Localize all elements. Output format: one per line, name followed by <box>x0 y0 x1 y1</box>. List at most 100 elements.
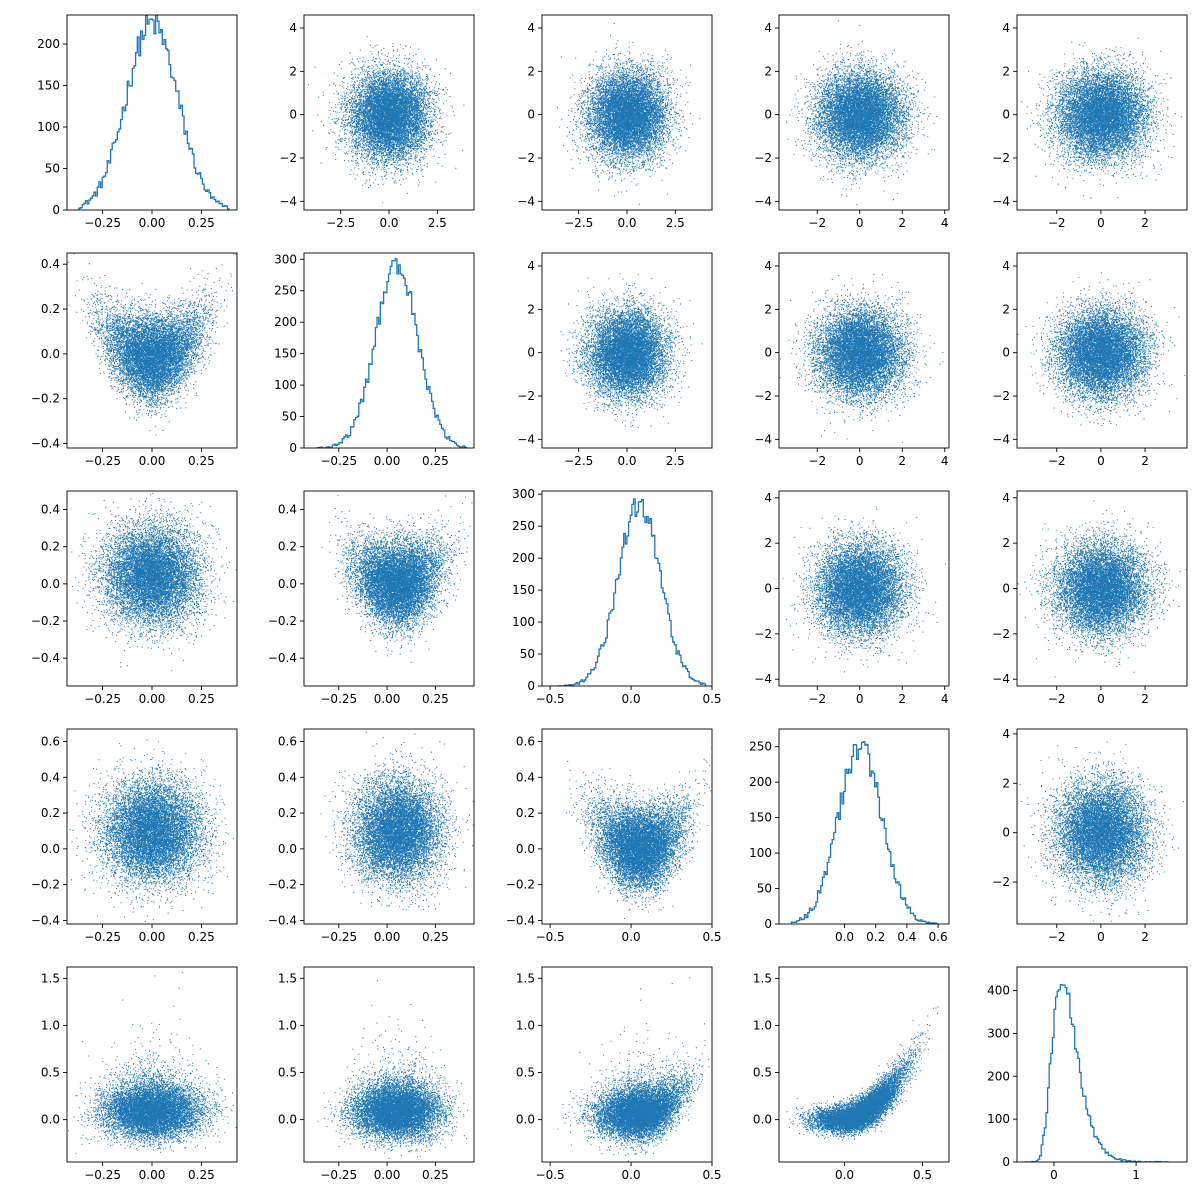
subplot-r1-c1: −0.25 0.00 0.25 0 50 100 150 200 250 300 <box>274 252 475 468</box>
y-tick-label: 2 <box>764 64 772 78</box>
y-tick-label: 0.5 <box>753 1066 772 1080</box>
y-tick-label: 300 <box>274 252 297 266</box>
y-tick-label: 300 <box>987 1026 1010 1040</box>
y-tick-label: 1.5 <box>516 971 535 985</box>
subplot-r1-c4: −2 0 2 −4 −2 0 2 4 <box>992 252 1188 468</box>
y-tick-label: 4 <box>764 21 772 35</box>
subplot-r4-c0: −0.25 0.00 0.25 0.0 0.5 1.0 1.5 <box>41 966 238 1182</box>
x-tick-label: 1 <box>1132 1168 1140 1182</box>
y-tick-label: 0.0 <box>41 347 60 361</box>
y-tick-label: 0.5 <box>41 1066 60 1080</box>
y-tick-label: −2 <box>992 151 1010 165</box>
x-tick-label: −0.5 <box>536 692 565 706</box>
y-tick-label: 2 <box>1002 536 1010 550</box>
x-tick-label: 2.5 <box>666 216 685 230</box>
y-tick-label: 50 <box>757 882 772 896</box>
y-tick-label: 0 <box>1002 1155 1010 1169</box>
y-tick-label: −4 <box>279 194 297 208</box>
y-tick-label: 150 <box>274 347 297 361</box>
x-tick-label: 0.4 <box>897 930 916 944</box>
y-tick-label: −4 <box>517 432 535 446</box>
y-tick-label: 0 <box>527 346 535 360</box>
x-tick-label: 0.00 <box>374 1168 401 1182</box>
y-tick-label: 4 <box>1002 259 1010 273</box>
y-tick-label: 300 <box>512 487 535 501</box>
histogram-step <box>557 498 707 686</box>
x-tick-label: −0.25 <box>320 454 357 468</box>
x-tick-label: −0.5 <box>536 1168 565 1182</box>
y-tick-label: 150 <box>749 811 772 825</box>
x-tick-label: −2 <box>1048 454 1066 468</box>
y-tick-label: 0.6 <box>41 735 60 749</box>
subplot-r2-c1: −0.25 0.00 0.25 −0.4 −0.2 0.0 0.2 0.4 <box>268 490 475 706</box>
x-tick-label: −0.25 <box>84 930 121 944</box>
plot-area <box>560 273 703 428</box>
x-tick-label: −0.25 <box>84 216 121 230</box>
x-tick-label: 0.0 <box>835 1168 854 1182</box>
y-tick-label: −0.2 <box>506 878 535 892</box>
y-tick-label: 50 <box>520 647 535 661</box>
scatter-points <box>67 739 235 922</box>
x-tick-label: −0.25 <box>320 930 357 944</box>
y-tick-label: −0.4 <box>506 913 535 927</box>
y-tick-label: 4 <box>1002 727 1010 741</box>
y-tick-label: 0.2 <box>41 806 60 820</box>
x-tick-label: 0 <box>1097 692 1105 706</box>
y-tick-label: 2 <box>527 302 535 316</box>
subplot-r3-c1: −0.25 0.00 0.25 −0.4 −0.2 0.0 0.2 0.4 0.6 <box>268 728 475 944</box>
x-tick-label: −2 <box>808 216 826 230</box>
y-tick-label: −2 <box>992 627 1010 641</box>
y-tick-label: 0 <box>764 346 772 360</box>
y-tick-label: 1.0 <box>41 1018 60 1032</box>
scatter-points <box>1021 37 1182 199</box>
x-tick-label: 0 <box>856 692 864 706</box>
scatter-points <box>68 971 237 1154</box>
y-tick-label: 200 <box>987 1069 1010 1083</box>
x-tick-label: 0.25 <box>188 216 215 230</box>
y-tick-label: 100 <box>37 120 60 134</box>
axes-frame <box>1016 728 1188 925</box>
scatter-points <box>560 273 703 428</box>
y-tick-label: 0 <box>289 108 297 122</box>
y-tick-label: 2 <box>1002 64 1010 78</box>
y-tick-label: 1.5 <box>41 971 60 985</box>
scatter-points <box>782 506 946 673</box>
y-tick-label: 0.2 <box>278 806 297 820</box>
y-tick-label: 250 <box>749 740 772 754</box>
plot-area <box>71 492 237 672</box>
x-tick-label: 0.0 <box>379 216 398 230</box>
x-tick-label: 0.2 <box>866 930 885 944</box>
y-tick-label: 250 <box>512 519 535 533</box>
y-tick-label: −4 <box>754 432 772 446</box>
subplot-r2-c3: −2 0 2 4 −4 −2 0 2 4 <box>754 490 950 706</box>
y-tick-label: 1.5 <box>278 971 297 985</box>
plot-area <box>68 971 237 1154</box>
x-tick-label: 4 <box>941 216 949 230</box>
scatter-points <box>557 977 710 1162</box>
axes-frame <box>1016 252 1188 449</box>
y-tick-label: −4 <box>754 194 772 208</box>
y-tick-label: 0 <box>1002 108 1010 122</box>
y-tick-label: 0 <box>289 441 297 455</box>
scatter-points <box>320 732 474 911</box>
x-tick-label: 0.5 <box>702 1168 721 1182</box>
plot-area <box>1017 272 1186 426</box>
x-tick-label: 0.00 <box>139 454 166 468</box>
x-tick-label: 2 <box>898 454 906 468</box>
x-tick-label: 2 <box>1141 930 1149 944</box>
x-tick-label: 2 <box>1141 454 1149 468</box>
y-tick-label: 0.4 <box>278 503 297 517</box>
histogram-step <box>1024 983 1169 1162</box>
y-tick-label: −4 <box>517 194 535 208</box>
y-tick-label: −0.2 <box>31 878 60 892</box>
y-tick-label: 4 <box>1002 21 1010 35</box>
scatter-points <box>786 20 938 206</box>
axes-frame <box>303 252 475 449</box>
y-tick-label: 50 <box>45 162 60 176</box>
axes-frame <box>1016 966 1188 1163</box>
x-tick-label: 4 <box>941 454 949 468</box>
axes-frame <box>1016 14 1188 211</box>
plot-area <box>1024 983 1169 1162</box>
x-tick-label: 0.00 <box>374 454 401 468</box>
y-tick-label: 0.6 <box>278 735 297 749</box>
